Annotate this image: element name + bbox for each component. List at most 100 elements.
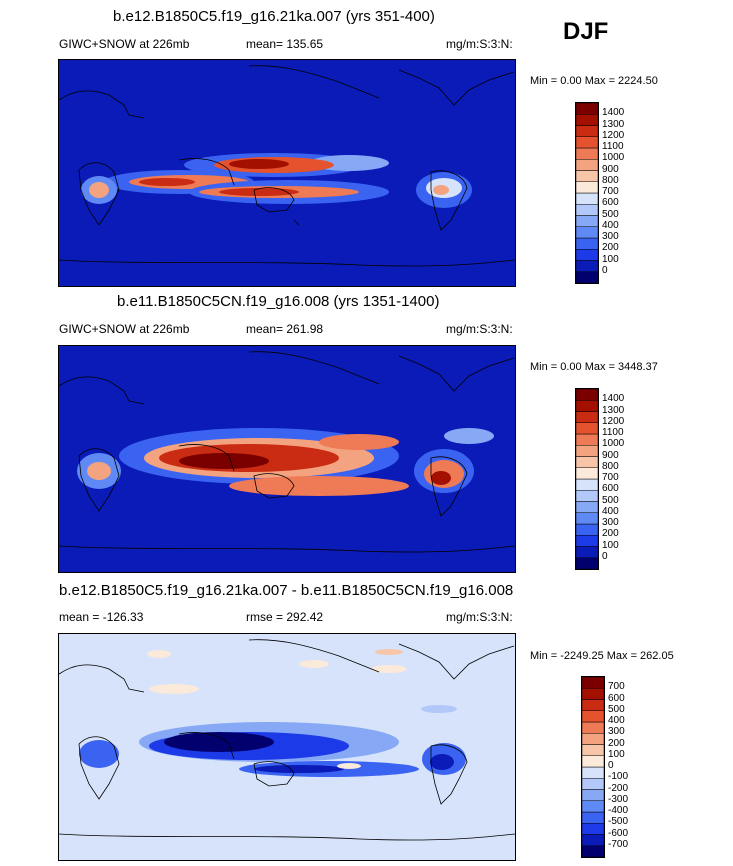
colorbar-box xyxy=(576,400,598,412)
colorbar-tick-label: 700 xyxy=(602,472,619,483)
colorbar-box xyxy=(582,778,604,790)
panel3-title: b.e12.B1850C5.f19_g16.21ka.007 - b.e11.B… xyxy=(59,582,514,599)
colorbar-box xyxy=(576,237,598,250)
colorbar-tick-label: -700 xyxy=(608,838,629,850)
panel1-mean: mean= 135.65 xyxy=(246,37,324,51)
colorbar-tick-label: 600 xyxy=(608,692,625,704)
colorbar-box xyxy=(582,733,604,745)
colorbar-tick-label: 1300 xyxy=(602,118,625,130)
colorbar-box xyxy=(576,433,598,446)
colorbar-box xyxy=(576,192,598,205)
panel3-minmax: Min = -2249.25 Max = 262.05 xyxy=(530,650,674,662)
panel1-coastlines xyxy=(59,65,515,267)
colorbar-box xyxy=(576,467,598,480)
colorbar-tick-label: 900 xyxy=(602,163,619,175)
panel2-map xyxy=(58,345,516,573)
colorbar-tick-label: 300 xyxy=(608,726,625,738)
colorbar-box xyxy=(576,546,598,558)
colorbar-tick-label: 100 xyxy=(608,748,625,760)
colorbar-tick-label: 1400 xyxy=(602,393,625,405)
panel1-units: mg/m:S:3:N: xyxy=(446,37,513,51)
colorbar-box xyxy=(576,204,598,216)
colorbar-box xyxy=(576,249,598,261)
colorbar-tick-label: 600 xyxy=(602,483,619,495)
colorbar-box xyxy=(576,114,598,126)
colorbar-tick-label: -600 xyxy=(608,827,629,839)
colorbar-box xyxy=(576,411,598,423)
panel1-precip-bands xyxy=(81,153,472,208)
panel3-colorbar xyxy=(581,676,605,858)
colorbar-tick-label: 200 xyxy=(602,242,619,254)
colorbar-tick-label: 0 xyxy=(602,264,608,276)
colorbar-tick-label: 1000 xyxy=(602,438,625,450)
panel2-mean: mean= 261.98 xyxy=(246,322,324,336)
colorbar-box xyxy=(576,215,598,227)
colorbar-box xyxy=(582,688,604,700)
colorbar-box xyxy=(582,800,604,813)
panel1-title: b.e12.B1850C5.f19_g16.21ka.007 (yrs 351-… xyxy=(113,8,435,25)
panel1-variable: GIWC+SNOW at 226mb xyxy=(59,37,190,51)
colorbar-tick-label: 100 xyxy=(602,539,619,551)
colorbar-box xyxy=(576,422,598,435)
colorbar-tick-label: 1200 xyxy=(602,415,625,427)
colorbar-tick-label: 800 xyxy=(602,460,619,472)
colorbar-box xyxy=(576,501,598,513)
colorbar-box xyxy=(576,456,598,468)
colorbar-tick-label: 700 xyxy=(602,186,619,197)
panel3-map xyxy=(58,633,516,861)
colorbar-box xyxy=(582,744,604,756)
colorbar-box xyxy=(576,103,598,115)
colorbar-tick-label: -100 xyxy=(608,771,629,783)
colorbar-box xyxy=(582,845,604,857)
colorbar-box xyxy=(576,147,598,160)
colorbar-tick-label: 500 xyxy=(602,208,619,220)
colorbar-tick-label: 1100 xyxy=(602,427,624,438)
panel2-title: b.e11.B1850C5CN.f19_g16.008 (yrs 1351-14… xyxy=(117,293,440,310)
colorbar-tick-label: 1200 xyxy=(602,129,625,141)
colorbar-tick-label: 400 xyxy=(608,715,625,726)
colorbar-tick-label: 100 xyxy=(602,253,619,265)
colorbar-box xyxy=(576,557,598,569)
panel1-map xyxy=(58,59,516,287)
colorbar-tick-label: 700 xyxy=(608,681,625,693)
colorbar-box xyxy=(576,125,598,137)
colorbar-tick-label: 0 xyxy=(602,550,608,562)
colorbar-tick-label: 200 xyxy=(602,528,619,540)
colorbar-box xyxy=(576,389,598,401)
panel3-coastlines xyxy=(59,639,515,841)
colorbar-box xyxy=(582,766,604,779)
colorbar-tick-label: 600 xyxy=(602,197,619,209)
colorbar-box xyxy=(576,478,598,491)
panel3-mean: mean = -126.33 xyxy=(59,610,144,624)
panel1-minmax: Min = 0.00 Max = 2224.50 xyxy=(530,75,658,87)
colorbar-box xyxy=(582,755,604,768)
colorbar-tick-label: 400 xyxy=(602,219,619,231)
panel3-rmse: rmse = 292.42 xyxy=(246,610,324,624)
colorbar-box xyxy=(576,170,598,182)
panel2-variable: GIWC+SNOW at 226mb xyxy=(59,322,190,336)
colorbar-tick-label: 400 xyxy=(602,505,619,517)
colorbar-tick-label: -500 xyxy=(608,816,629,828)
colorbar-box xyxy=(576,490,598,502)
colorbar-tick-label: 800 xyxy=(602,174,619,186)
colorbar-tick-label: 200 xyxy=(608,737,625,749)
colorbar-tick-label: 300 xyxy=(602,517,619,528)
colorbar-box xyxy=(582,699,604,711)
colorbar-tick-label: 500 xyxy=(602,494,619,506)
colorbar-box xyxy=(576,512,598,525)
colorbar-box xyxy=(576,271,598,283)
colorbar-tick-label: 1000 xyxy=(602,152,625,164)
colorbar-tick-label: 1100 xyxy=(602,141,624,152)
colorbar-box xyxy=(576,523,598,536)
colorbar-box xyxy=(576,445,598,457)
colorbar-tick-label: 0 xyxy=(608,760,614,771)
panel1-colorbar xyxy=(575,102,599,284)
colorbar-box xyxy=(576,226,598,239)
colorbar-box xyxy=(576,159,598,171)
panel2-units: mg/m:S:3:N: xyxy=(446,322,513,336)
colorbar-tick-label: -400 xyxy=(608,805,629,816)
colorbar-box xyxy=(582,710,604,723)
colorbar-box xyxy=(576,260,598,272)
colorbar-box xyxy=(576,535,598,547)
season-label: DJF xyxy=(563,18,609,45)
